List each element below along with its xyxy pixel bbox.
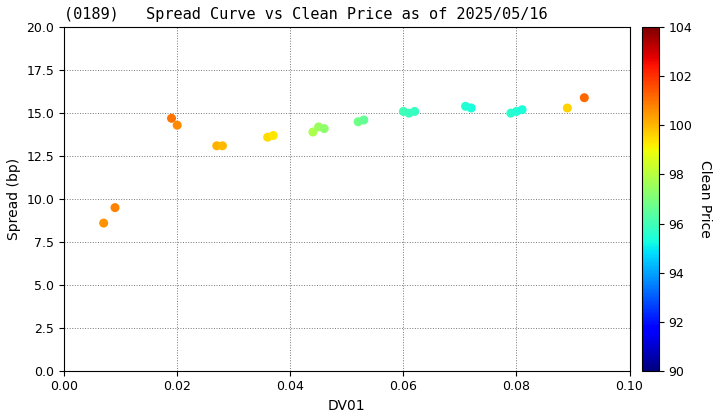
Point (465, 105, 477, 111)
Point (352, 118, 364, 125)
Point (403, 110, 415, 116)
Point (505, 110, 516, 116)
Point (166, 115, 177, 122)
Point (579, 94, 590, 101)
Point (510, 108, 522, 115)
Point (217, 142, 228, 149)
X-axis label: DV01: DV01 (328, 399, 366, 413)
Point (318, 125, 330, 132)
Point (171, 122, 183, 129)
Text: (0189)   Spread Curve vs Clean Price as of 2025/05/16: (0189) Spread Curve vs Clean Price as of… (64, 7, 548, 22)
Point (98, 220, 109, 226)
Point (358, 117, 369, 123)
Point (211, 142, 222, 149)
Point (268, 132, 279, 139)
Point (397, 108, 409, 115)
Point (460, 103, 472, 110)
Point (562, 105, 573, 111)
Y-axis label: Spread (bp): Spread (bp) (7, 158, 21, 240)
Point (109, 204, 121, 211)
Point (262, 134, 274, 141)
Point (516, 106, 528, 113)
Point (409, 108, 420, 115)
Point (312, 123, 324, 130)
Y-axis label: Clean Price: Clean Price (698, 160, 712, 238)
Point (307, 129, 319, 135)
